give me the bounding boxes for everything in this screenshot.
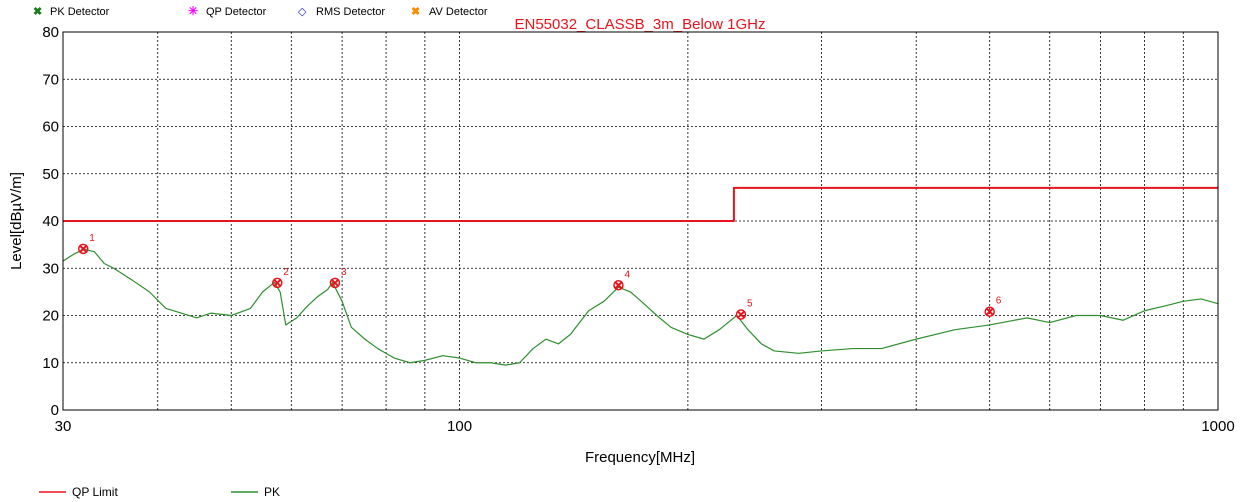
peak-markers: 1 2 3 4 5 6 — [77, 233, 1002, 320]
diamond-icon: ◇ — [298, 6, 307, 18]
peak-marker-label: 5 — [747, 299, 753, 310]
y-axis-label: Level[dBµV/m] — [8, 172, 25, 270]
y-tick-label: 60 — [42, 119, 59, 136]
peak-marker-cross — [330, 278, 340, 288]
y-tick-label: 0 — [51, 402, 59, 419]
x-icon: ✖ — [411, 6, 420, 18]
qp-limit-line — [63, 186, 1218, 222]
legend-av-detector-label: AV Detector — [429, 6, 488, 18]
plot-border — [62, 31, 1219, 411]
legend-rms-detector-label: RMS Detector — [316, 6, 385, 18]
legend-pk-label: PK — [264, 485, 280, 499]
peak-marker-label: 2 — [283, 267, 289, 278]
chart-title: EN55032_CLASSB_3m_Below 1GHz — [515, 16, 766, 33]
legend-pk-detector-label: PK Detector — [50, 6, 110, 18]
peak-marker-label: 6 — [996, 296, 1002, 307]
y-tick-labels: 0 10 20 30 40 50 60 70 80 — [42, 24, 59, 419]
x-icon: ✖ — [33, 6, 42, 18]
series-lines — [62, 186, 1219, 366]
peak-marker — [735, 309, 747, 320]
legend-qp-detector-label: QP Detector — [206, 6, 267, 18]
peak-marker-cross — [273, 278, 282, 288]
peak-marker-label: 4 — [624, 269, 630, 280]
peak-marker-cross — [79, 244, 88, 254]
x-tick-label: 30 — [55, 418, 72, 435]
asterisk-icon: ✳ — [188, 4, 198, 18]
legend-qp-limit: QP Limit — [39, 485, 118, 499]
detector-legend: ✖ PK Detector ✳ QP Detector ◇ RMS Detect… — [33, 4, 488, 18]
legend-pk-detector: ✖ PK Detector — [33, 6, 110, 18]
legend-pk: PK — [231, 485, 280, 499]
pk-trace-line — [62, 248, 1219, 366]
legend-rms-detector: ◇ RMS Detector — [298, 6, 385, 18]
peak-marker — [613, 280, 624, 291]
y-tick-label: 10 — [42, 355, 59, 372]
y-tick-label: 20 — [42, 308, 59, 325]
peak-marker — [77, 243, 89, 255]
peak-marker-cross — [614, 281, 623, 290]
y-tick-label: 50 — [42, 166, 59, 183]
y-tick-label: 30 — [42, 260, 59, 277]
series-legend: QP Limit PK — [39, 485, 280, 499]
peak-marker-cross — [985, 307, 994, 316]
y-tick-label: 70 — [42, 71, 59, 88]
peak-marker — [984, 306, 995, 317]
peak-marker — [272, 277, 283, 289]
x-tick-labels: 30 100 1000 — [55, 418, 1235, 435]
x-tick-label: 100 — [447, 418, 472, 435]
legend-qp-detector: ✳ QP Detector — [188, 4, 267, 18]
x-axis-label: Frequency[MHz] — [585, 449, 695, 466]
peak-marker-cross — [736, 310, 746, 319]
y-tick-label: 40 — [42, 213, 59, 230]
legend-qp-limit-label: QP Limit — [72, 485, 118, 499]
legend-av-detector: ✖ AV Detector — [411, 6, 488, 18]
peak-marker-label: 3 — [341, 267, 347, 278]
y-tick-label: 80 — [42, 24, 59, 41]
peak-marker — [329, 277, 341, 289]
peak-marker-label: 1 — [89, 233, 95, 244]
x-tick-label: 1000 — [1201, 418, 1234, 435]
